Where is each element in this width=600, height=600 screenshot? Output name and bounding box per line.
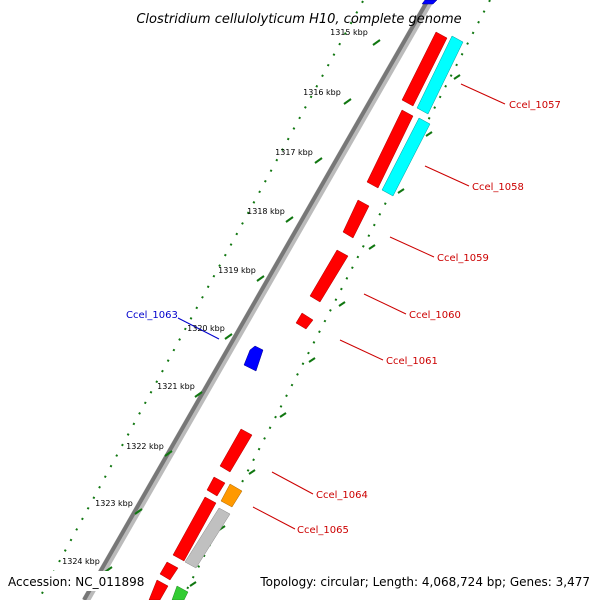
gene-red-bottom-1[interactable] (159, 561, 179, 581)
scale-labels: 1315 kbp 1316 kbp 1317 kbp 1318 kbp 1319… (62, 28, 368, 566)
gene-grey[interactable] (184, 507, 231, 569)
scale-label: 1316 kbp (303, 88, 341, 97)
scale-ticks (38, 0, 491, 600)
gene-ccel-1057[interactable] (401, 31, 448, 107)
summary-text: Topology: circular; Length: 4,068,724 bp… (259, 575, 590, 589)
gene-green-bottom[interactable] (171, 585, 189, 600)
gene-ccel-1060[interactable] (309, 249, 349, 303)
gene-ccel-1057-rrna[interactable] (416, 35, 464, 115)
gene-large-red[interactable] (172, 496, 217, 562)
scale-label: 1322 kbp (126, 442, 164, 451)
gene-ccel-1059[interactable] (342, 199, 370, 239)
accession-text: Accession: NC_011898 (8, 575, 144, 589)
map-title: Clostridium cellulolyticum H10, complete… (136, 12, 461, 27)
scale-label: 1320 kbp (187, 324, 225, 333)
gene-label[interactable]: Ccel_1060 (409, 310, 461, 321)
gene-label[interactable]: Ccel_1063 (126, 310, 178, 321)
forward-strand-features (148, 0, 464, 600)
gene-label[interactable]: Ccel_1061 (386, 356, 438, 367)
scale-label: 1323 kbp (95, 499, 133, 508)
gene-ccel-1063[interactable] (243, 345, 264, 372)
scale-label: 1315 kbp (330, 28, 368, 37)
scale-label: 1318 kbp (247, 207, 285, 216)
gene-ccel-1065[interactable] (220, 483, 243, 508)
scale-label: 1321 kbp (157, 382, 195, 391)
gene-label[interactable]: Ccel_1057 (509, 100, 561, 111)
scale-label: 1319 kbp (218, 266, 256, 275)
gene-label[interactable]: Ccel_1064 (316, 490, 368, 501)
gene-label[interactable]: Ccel_1058 (472, 182, 524, 193)
label-leaders (177, 83, 506, 530)
gene-ccel-1058[interactable] (366, 109, 414, 189)
gene-ccel-1064[interactable] (219, 428, 253, 473)
gene-labels: Ccel_1057 Ccel_1058 Ccel_1059 Ccel_1060 … (126, 100, 561, 536)
backbone-arc (82, 0, 434, 600)
scale-label: 1324 kbp (62, 557, 100, 566)
gene-small-red[interactable] (206, 476, 226, 497)
gene-red-bottom-2[interactable] (148, 579, 169, 600)
gene-ccel-1061[interactable] (295, 312, 314, 330)
gene-label[interactable]: Ccel_1065 (297, 525, 349, 536)
gene-label[interactable]: Ccel_1059 (437, 253, 489, 264)
reverse-strand-features (243, 345, 264, 372)
scale-label: 1317 kbp (275, 148, 313, 157)
gene-blue-top[interactable] (421, 0, 438, 5)
gene-ccel-1058-rrna[interactable] (381, 117, 431, 197)
